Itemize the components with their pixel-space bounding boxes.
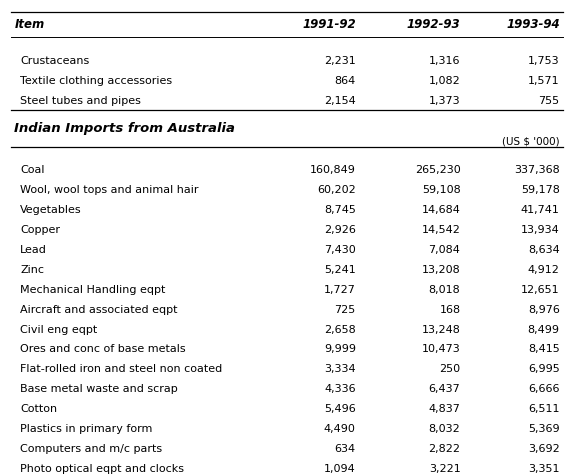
Text: 6,995: 6,995 [528,365,560,374]
Text: 1,571: 1,571 [528,76,560,86]
Text: Crustaceans: Crustaceans [20,56,90,66]
Text: Copper: Copper [20,225,60,235]
Text: 60,202: 60,202 [317,185,356,195]
Text: Item: Item [14,18,45,31]
Text: Vegetables: Vegetables [20,205,82,215]
Text: 4,912: 4,912 [528,265,560,275]
Text: 8,499: 8,499 [528,325,560,335]
Text: 8,745: 8,745 [324,205,356,215]
Text: 1993-94: 1993-94 [506,18,560,31]
Text: 265,230: 265,230 [414,165,460,175]
Text: Indian Imports from Australia: Indian Imports from Australia [14,122,235,135]
Text: Steel tubes and pipes: Steel tubes and pipes [20,96,141,106]
Text: 1,753: 1,753 [528,56,560,66]
Text: 6,511: 6,511 [528,404,560,414]
Text: Computers and m/c parts: Computers and m/c parts [20,444,162,454]
Text: Mechanical Handling eqpt: Mechanical Handling eqpt [20,285,165,295]
Text: 3,221: 3,221 [429,464,460,474]
Text: 2,231: 2,231 [324,56,356,66]
Text: 755: 755 [538,96,560,106]
Text: 725: 725 [335,305,356,315]
Text: 7,084: 7,084 [429,245,460,255]
Text: 12,651: 12,651 [521,285,560,295]
Text: 8,018: 8,018 [429,285,460,295]
Text: 250: 250 [439,365,460,374]
Text: 2,658: 2,658 [324,325,356,335]
Text: 1992-93: 1992-93 [407,18,460,31]
Text: 4,490: 4,490 [324,424,356,434]
Text: 2,822: 2,822 [428,444,460,454]
Text: 5,496: 5,496 [324,404,356,414]
Text: Plastics in primary form: Plastics in primary form [20,424,153,434]
Text: 6,666: 6,666 [528,384,560,394]
Text: 168: 168 [439,305,460,315]
Text: Textile clothing accessories: Textile clothing accessories [20,76,172,86]
Text: 7,430: 7,430 [324,245,356,255]
Text: 10,473: 10,473 [422,345,460,355]
Text: 41,741: 41,741 [521,205,560,215]
Text: 8,634: 8,634 [528,245,560,255]
Text: 8,032: 8,032 [429,424,460,434]
Text: 14,684: 14,684 [421,205,460,215]
Text: 14,542: 14,542 [421,225,460,235]
Text: 5,241: 5,241 [324,265,356,275]
Text: 160,849: 160,849 [310,165,356,175]
Text: Flat-rolled iron and steel non coated: Flat-rolled iron and steel non coated [20,365,222,374]
Text: (US $ '000): (US $ '000) [502,137,560,146]
Text: 3,334: 3,334 [324,365,356,374]
Text: 3,692: 3,692 [528,444,560,454]
Text: Wool, wool tops and animal hair: Wool, wool tops and animal hair [20,185,199,195]
Text: 9,999: 9,999 [324,345,356,355]
Text: Cotton: Cotton [20,404,57,414]
Text: 13,248: 13,248 [421,325,460,335]
Text: 337,368: 337,368 [514,165,560,175]
Text: 4,336: 4,336 [324,384,356,394]
Text: 1,373: 1,373 [429,96,460,106]
Text: 1,316: 1,316 [429,56,460,66]
Text: 13,934: 13,934 [521,225,560,235]
Text: 13,208: 13,208 [422,265,460,275]
Text: 59,108: 59,108 [422,185,460,195]
Text: 2,926: 2,926 [324,225,356,235]
Text: 3,351: 3,351 [528,464,560,474]
Text: 8,976: 8,976 [528,305,560,315]
Text: 1,727: 1,727 [324,285,356,295]
Text: Civil eng eqpt: Civil eng eqpt [20,325,98,335]
Text: Photo optical eqpt and clocks: Photo optical eqpt and clocks [20,464,184,474]
Text: 1,082: 1,082 [429,76,460,86]
Text: Zinc: Zinc [20,265,44,275]
Text: 4,837: 4,837 [429,404,460,414]
Text: 864: 864 [335,76,356,86]
Text: 634: 634 [335,444,356,454]
Text: 6,437: 6,437 [429,384,460,394]
Text: 8,415: 8,415 [528,345,560,355]
Text: Lead: Lead [20,245,47,255]
Text: 1991-92: 1991-92 [302,18,356,31]
Text: 5,369: 5,369 [528,424,560,434]
Text: Base metal waste and scrap: Base metal waste and scrap [20,384,178,394]
Text: Ores and conc of base metals: Ores and conc of base metals [20,345,186,355]
Text: 59,178: 59,178 [521,185,560,195]
Text: Aircraft and associated eqpt: Aircraft and associated eqpt [20,305,177,315]
Text: 1,094: 1,094 [324,464,356,474]
Text: 2,154: 2,154 [324,96,356,106]
Text: Coal: Coal [20,165,45,175]
